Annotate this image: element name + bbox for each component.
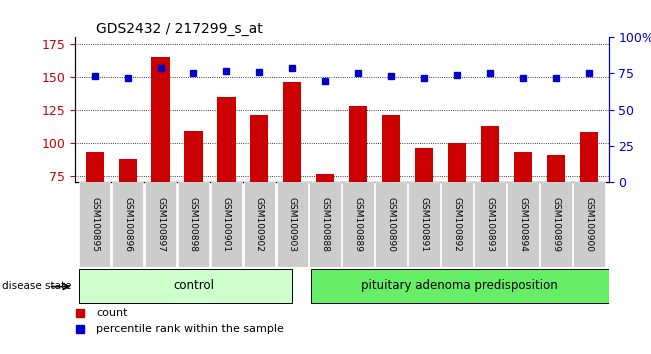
Bar	[580, 132, 598, 182]
Bar	[540, 182, 572, 267]
Bar	[152, 57, 170, 182]
Bar	[573, 182, 605, 267]
Bar	[342, 182, 374, 267]
Bar	[474, 182, 506, 267]
Bar	[382, 115, 400, 182]
Bar	[118, 159, 137, 182]
Bar	[481, 126, 499, 182]
Text: GSM100894: GSM100894	[518, 197, 527, 252]
Bar	[408, 182, 440, 267]
Bar	[415, 148, 433, 182]
Text: control: control	[173, 279, 214, 292]
Text: GSM100888: GSM100888	[321, 197, 330, 252]
Bar	[376, 182, 407, 267]
Bar	[79, 269, 292, 303]
Bar	[184, 131, 202, 182]
Bar	[309, 182, 341, 267]
Bar	[316, 175, 335, 182]
Text: pituitary adenoma predisposition: pituitary adenoma predisposition	[361, 279, 558, 292]
Bar	[441, 182, 473, 267]
Text: GSM100893: GSM100893	[486, 197, 495, 252]
Bar	[178, 182, 210, 267]
Bar	[145, 182, 176, 267]
Bar	[448, 143, 466, 182]
Bar	[243, 182, 275, 267]
Text: GSM100895: GSM100895	[90, 197, 99, 252]
Text: disease state: disease state	[2, 281, 72, 291]
Text: GSM100898: GSM100898	[189, 197, 198, 252]
Text: GSM100890: GSM100890	[387, 197, 396, 252]
Text: GSM100889: GSM100889	[353, 197, 363, 252]
Bar	[85, 152, 104, 182]
Bar	[349, 106, 367, 182]
Text: GSM100901: GSM100901	[222, 197, 231, 252]
Text: GSM100903: GSM100903	[288, 197, 297, 252]
Bar	[514, 152, 532, 182]
Bar	[251, 115, 268, 182]
Bar	[277, 182, 308, 267]
Text: GSM100897: GSM100897	[156, 197, 165, 252]
Text: GSM100892: GSM100892	[452, 197, 462, 252]
Text: GDS2432 / 217299_s_at: GDS2432 / 217299_s_at	[96, 22, 263, 36]
Bar	[79, 182, 111, 267]
Bar	[283, 82, 301, 182]
Bar	[547, 155, 565, 182]
Text: count: count	[96, 308, 128, 318]
Text: GSM100896: GSM100896	[123, 197, 132, 252]
Bar	[211, 182, 242, 267]
Bar	[112, 182, 143, 267]
Text: percentile rank within the sample: percentile rank within the sample	[96, 324, 284, 334]
Text: GSM100899: GSM100899	[551, 197, 561, 252]
Bar	[217, 97, 236, 182]
Text: GSM100902: GSM100902	[255, 197, 264, 252]
Bar	[311, 269, 609, 303]
Bar	[507, 182, 539, 267]
Text: GSM100891: GSM100891	[420, 197, 428, 252]
Text: GSM100900: GSM100900	[585, 197, 594, 252]
